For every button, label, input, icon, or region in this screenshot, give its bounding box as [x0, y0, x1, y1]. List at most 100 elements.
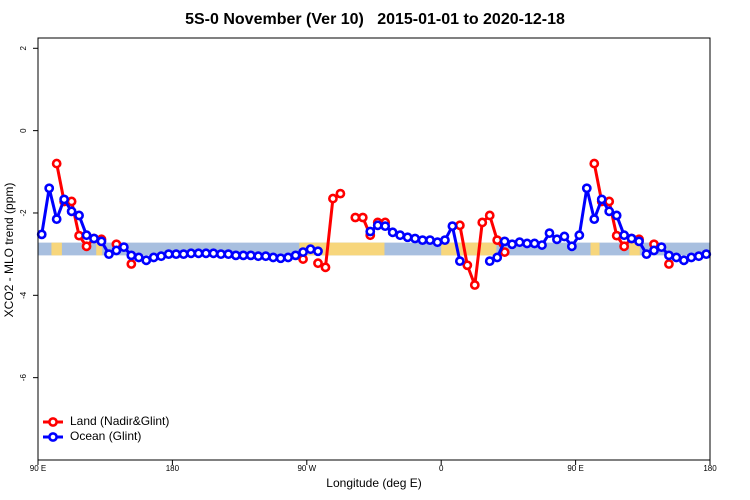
data-point: [313, 258, 323, 269]
data-point: [387, 227, 398, 238]
land-band: [590, 242, 600, 256]
data-point: [641, 249, 652, 260]
data-point: [596, 194, 607, 205]
data-point: [253, 251, 264, 262]
data-point: [484, 256, 495, 267]
data-point: [260, 251, 271, 262]
data-point: [664, 259, 674, 269]
x-tick-label: 180: [703, 464, 717, 473]
data-point: [604, 206, 615, 217]
series-line: [317, 192, 342, 270]
data-point: [208, 248, 219, 259]
data-point: [193, 248, 204, 259]
data-point: [559, 231, 570, 242]
data-point: [581, 183, 592, 194]
data-point: [133, 252, 144, 263]
data-point: [529, 238, 540, 249]
plot-area: [36, 158, 712, 290]
data-point: [313, 246, 323, 257]
data-point: [126, 259, 137, 269]
data-point: [656, 242, 667, 253]
data-point: [611, 230, 622, 241]
data-point: [44, 183, 55, 194]
x-axis-label: Longitude (deg E): [326, 476, 421, 490]
data-point: [522, 238, 532, 249]
data-point: [51, 214, 62, 225]
data-point: [432, 237, 443, 248]
data-point: [566, 241, 577, 252]
y-tick-label: 2: [19, 46, 28, 51]
data-point: [59, 194, 70, 205]
data-point: [454, 256, 465, 267]
data-point: [611, 210, 622, 221]
y-tick-label: -4: [19, 291, 28, 299]
data-point: [649, 245, 659, 256]
x-tick-label: 90 E: [30, 464, 46, 473]
data-point: [66, 206, 77, 217]
legend-label: Ocean (Glint): [70, 429, 141, 443]
x-tick-label: 90 E: [567, 464, 583, 473]
data-point: [178, 249, 189, 260]
data-point: [514, 237, 525, 248]
data-point: [118, 242, 129, 253]
data-point: [216, 249, 226, 260]
data-point: [111, 245, 122, 256]
data-point: [126, 250, 137, 261]
data-point: [537, 240, 547, 250]
data-point: [104, 249, 114, 260]
land-band: [441, 242, 497, 256]
data-point: [74, 230, 84, 241]
data-point: [372, 220, 383, 231]
data-point: [81, 241, 92, 252]
data-point: [283, 252, 294, 263]
data-point: [201, 248, 211, 259]
data-point: [380, 221, 391, 232]
data-point: [335, 188, 346, 199]
data-point: [365, 226, 376, 237]
data-point: [36, 229, 47, 240]
data-point: [484, 210, 495, 221]
data-point: [686, 252, 697, 263]
legend-marker: [48, 417, 58, 427]
data-point: [230, 250, 241, 261]
data-point: [626, 233, 637, 244]
data-point: [268, 252, 279, 263]
data-point: [350, 212, 361, 223]
data-point: [664, 250, 674, 261]
data-point: [66, 196, 77, 207]
data-point: [417, 235, 428, 246]
data-point: [425, 235, 435, 246]
data-point: [81, 230, 92, 241]
data-point: [357, 212, 368, 223]
data-point: [440, 235, 450, 246]
data-point: [589, 158, 600, 169]
data-point: [604, 196, 615, 207]
data-point: [51, 158, 62, 169]
data-point: [163, 249, 174, 260]
data-point: [499, 236, 510, 247]
data-point: [634, 236, 644, 247]
data-point: [328, 193, 338, 204]
data-point: [305, 244, 316, 255]
data-point: [619, 230, 630, 241]
y-axis-label: XCO2 - MLO trend (ppm): [2, 183, 16, 318]
data-point: [544, 228, 555, 239]
data-point: [298, 247, 308, 257]
x-tick-label: 90 W: [297, 464, 316, 473]
data-point: [507, 239, 518, 250]
data-point: [223, 249, 234, 260]
data-point: [245, 250, 256, 261]
legend-label: Land (Nadir&Glint): [70, 414, 169, 428]
data-point: [492, 235, 503, 246]
data-point: [141, 255, 152, 266]
data-point: [492, 252, 503, 263]
data-point: [454, 220, 465, 231]
data-point: [462, 260, 473, 271]
data-point: [74, 210, 84, 221]
data-point: [148, 252, 159, 263]
data-point: [156, 251, 167, 262]
land-band: [629, 242, 640, 256]
data-point: [402, 232, 413, 243]
data-point: [395, 230, 406, 241]
